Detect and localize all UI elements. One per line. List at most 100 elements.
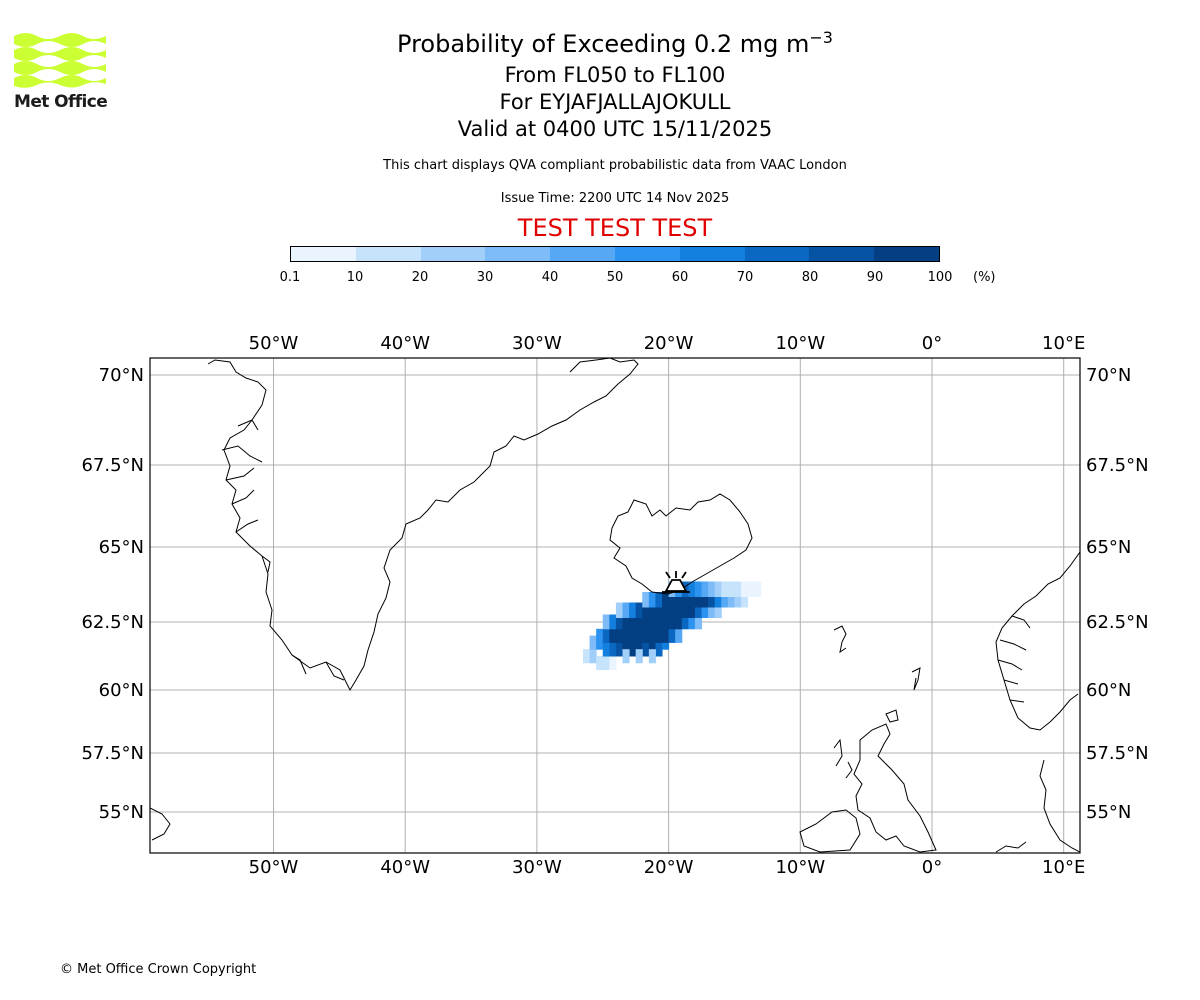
issue-time: Issue Time: 2200 UTC 14 Nov 2025 (500, 191, 730, 206)
lat-label-left: 57.5°N (81, 743, 144, 764)
plume-cell (602, 614, 610, 630)
colorbar-tick-label: 40 (541, 270, 559, 285)
colorbar-segment (420, 247, 486, 261)
colorbar (290, 246, 940, 262)
colorbar-segment (744, 247, 810, 261)
plume-cell (596, 656, 604, 671)
colorbar-segment (550, 247, 615, 261)
coastline-greenland (207, 358, 639, 692)
plume-cell (602, 642, 610, 657)
colorbar-tick-label: 60 (671, 270, 689, 285)
lat-label-right: 67.5°N (1086, 455, 1149, 476)
plume-cell (734, 581, 742, 597)
lon-label-bottom: 10°E (1042, 857, 1085, 878)
plume-cell (694, 614, 703, 630)
plume-cell (727, 581, 735, 597)
plume-cell (708, 581, 716, 597)
plume-cell (648, 649, 656, 664)
ash-probability-plume (582, 581, 762, 671)
plume-cell (708, 602, 716, 618)
lon-label-top: 20°W (644, 333, 694, 354)
coastline-greenland-fjords (221, 419, 345, 681)
lat-label-left: 60°N (99, 680, 144, 701)
coastline-orkney (885, 709, 899, 723)
plume-cell (741, 592, 749, 608)
plume-cell (668, 602, 676, 618)
plume-cell (642, 592, 650, 608)
plume-cell (629, 628, 637, 643)
plume-cell (635, 628, 643, 643)
plume-cell (635, 614, 643, 630)
lat-label-left: 67.5°N (81, 455, 144, 476)
plume-cell (681, 592, 689, 608)
plume-cell (701, 581, 709, 597)
colorbar-tick-label: 0.1 (279, 270, 301, 285)
colorbar-tick-label: 80 (801, 270, 819, 285)
colorbar-segment (614, 247, 680, 261)
colorbar-tick-label: 70 (736, 270, 754, 285)
plume-cell (609, 656, 617, 671)
plume-cell (629, 642, 637, 657)
plume-cell (589, 649, 597, 664)
plume-cell (589, 635, 597, 650)
plume-cell (655, 628, 663, 643)
colorbar-segment (874, 247, 939, 261)
coastline-denmark (995, 841, 1027, 853)
graticule (150, 358, 1080, 853)
lon-label-top: 0° (922, 333, 942, 354)
lon-label-bottom: 0° (922, 857, 942, 878)
plume-cell (727, 592, 735, 608)
colorbar-tick-label: 100 (927, 270, 953, 285)
plume-cell (629, 614, 637, 630)
volcano-name: For EYJAFJALLAJOKULL (499, 90, 731, 114)
colorbar-tick-label: 50 (606, 270, 624, 285)
plume-cell (582, 649, 591, 664)
lat-label-left: 70°N (99, 365, 144, 386)
plume-cell (635, 602, 643, 618)
plume-cell (648, 614, 656, 630)
plume-cell (642, 628, 650, 643)
met-office-logo: Met Office (14, 30, 114, 112)
plume-cell (662, 628, 670, 643)
plume-cell (596, 628, 604, 643)
wave-logo-icon (14, 33, 106, 88)
plume-cell (642, 614, 650, 630)
plume-cell (675, 628, 683, 643)
coastline-faroe (833, 625, 847, 654)
coastline-norway (995, 551, 1080, 853)
title-superscript: −3 (809, 28, 833, 47)
coastlines (150, 358, 1080, 853)
plume-cell (655, 592, 663, 608)
plume-cell (615, 642, 624, 657)
lat-label-left: 65°N (99, 537, 144, 558)
plume-cell (714, 592, 722, 608)
plume-cell (622, 602, 630, 618)
colorbar-tick-label: 30 (476, 270, 494, 285)
plume-cell (615, 602, 624, 618)
plume-cell (694, 602, 703, 618)
plume-cell (609, 614, 617, 630)
plume-cell (714, 581, 722, 597)
title-main: Probability of Exceeding 0.2 mg m (397, 30, 810, 58)
lon-label-top: 10°E (1042, 333, 1085, 354)
plume-cell (622, 649, 630, 664)
lat-label-right: 55°N (1086, 802, 1131, 823)
colorbar-segment (291, 247, 356, 261)
lat-label-left: 62.5°N (81, 612, 144, 633)
chart-description: This chart displays QVA compliant probab… (383, 158, 847, 173)
volcano-icon (662, 571, 690, 593)
plume-cell (708, 592, 716, 608)
colorbar-segment (679, 247, 745, 261)
colorbar-tick-label: 10 (346, 270, 364, 285)
lat-label-right: 57.5°N (1086, 743, 1149, 764)
axis-labels: 50°W 50°W 40°W 40°W 30°W 30°W 20°W 20°W 10°W 10°W… (81, 333, 1148, 878)
plume-cell (629, 602, 637, 618)
plume-cell (675, 602, 683, 618)
lon-label-top: 10°W (775, 333, 825, 354)
map-frame (149, 357, 1081, 854)
plume-cell (648, 602, 656, 618)
plume-cell (721, 592, 729, 608)
coastline-shetland (911, 667, 921, 691)
lat-label-right: 65°N (1086, 537, 1131, 558)
